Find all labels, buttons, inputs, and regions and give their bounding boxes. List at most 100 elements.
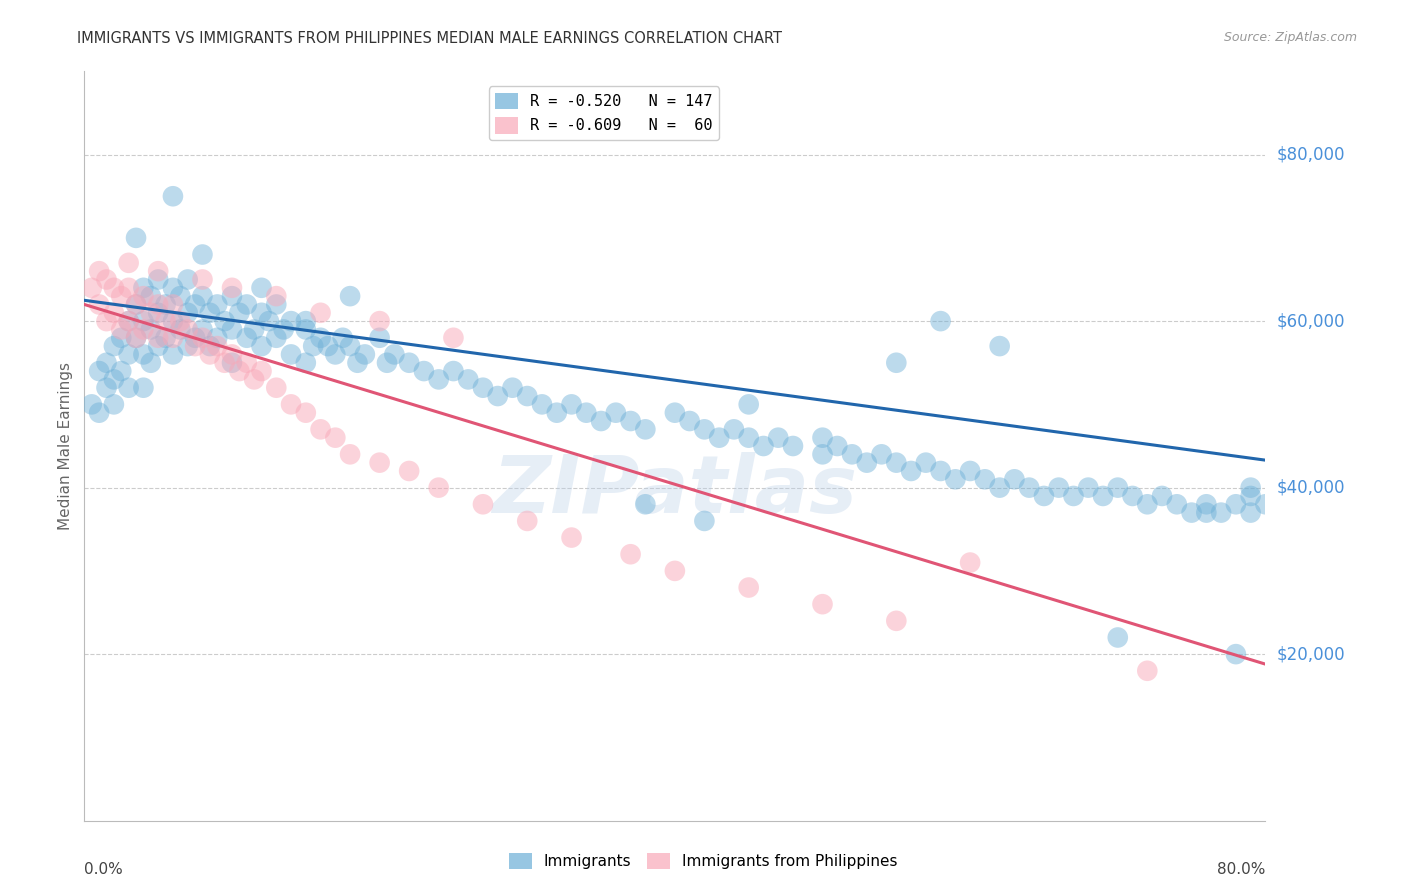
Text: ZIPatlas: ZIPatlas [492, 452, 858, 530]
Point [1181, 506, 1204, 520]
Point [368, 456, 391, 470]
Point [709, 431, 731, 445]
Point [959, 556, 981, 570]
Point [139, 322, 162, 336]
Point [125, 231, 148, 245]
Point [80, 397, 103, 411]
Point [132, 281, 155, 295]
Point [139, 289, 162, 303]
Point [280, 347, 302, 361]
Point [988, 481, 1011, 495]
Point [162, 297, 184, 311]
Point [221, 356, 243, 370]
Point [354, 347, 377, 361]
Point [1195, 497, 1218, 511]
Point [302, 339, 325, 353]
Legend: R = -0.520   N = 147, R = -0.609   N =  60: R = -0.520 N = 147, R = -0.609 N = 60 [489, 87, 718, 140]
Point [96, 272, 118, 286]
Point [191, 331, 214, 345]
Point [811, 431, 834, 445]
Point [118, 314, 141, 328]
Point [870, 447, 893, 461]
Point [309, 306, 332, 320]
Point [634, 422, 657, 436]
Point [266, 297, 288, 311]
Point [221, 347, 243, 361]
Point [198, 306, 221, 320]
Point [1225, 497, 1247, 511]
Point [346, 356, 368, 370]
Point [1018, 481, 1040, 495]
Point [118, 256, 141, 270]
Point [811, 597, 834, 611]
Point [250, 364, 273, 378]
Point [198, 339, 221, 353]
Point [1122, 489, 1144, 503]
Point [169, 314, 191, 328]
Point [827, 439, 849, 453]
Point [250, 339, 273, 353]
Point [427, 481, 450, 495]
Point [841, 447, 863, 461]
Point [96, 381, 118, 395]
Point [382, 347, 406, 361]
Text: $20,000: $20,000 [1277, 645, 1346, 663]
Point [184, 339, 207, 353]
Point [169, 322, 191, 336]
Point [148, 339, 170, 353]
Point [139, 356, 162, 370]
Point [427, 372, 450, 386]
Point [915, 456, 938, 470]
Text: $40,000: $40,000 [1277, 479, 1346, 497]
Point [132, 322, 155, 336]
Point [339, 447, 361, 461]
Point [257, 314, 280, 328]
Text: 0.0%: 0.0% [84, 862, 124, 877]
Point [110, 364, 132, 378]
Point [443, 364, 465, 378]
Point [1150, 489, 1173, 503]
Point [236, 297, 259, 311]
Point [184, 331, 207, 345]
Point [1136, 497, 1159, 511]
Point [398, 356, 420, 370]
Point [243, 372, 266, 386]
Point [191, 322, 214, 336]
Point [177, 322, 200, 336]
Point [191, 289, 214, 303]
Point [368, 331, 391, 345]
Point [207, 297, 229, 311]
Point [443, 331, 465, 345]
Point [266, 381, 288, 395]
Point [664, 564, 686, 578]
Point [162, 331, 184, 345]
Point [87, 364, 111, 378]
Point [1240, 506, 1263, 520]
Point [250, 281, 273, 295]
Point [516, 514, 538, 528]
Point [309, 331, 332, 345]
Point [856, 456, 879, 470]
Point [1063, 489, 1085, 503]
Point [531, 397, 554, 411]
Point [316, 339, 339, 353]
Point [929, 464, 952, 478]
Point [738, 397, 761, 411]
Point [1033, 489, 1056, 503]
Point [87, 406, 111, 420]
Point [1077, 481, 1099, 495]
Point [110, 322, 132, 336]
Text: Source: ZipAtlas.com: Source: ZipAtlas.com [1223, 31, 1357, 45]
Point [768, 431, 790, 445]
Point [221, 281, 243, 295]
Point [295, 322, 318, 336]
Point [266, 289, 288, 303]
Point [148, 331, 170, 345]
Point [96, 356, 118, 370]
Point [125, 331, 148, 345]
Point [207, 339, 229, 353]
Point [325, 347, 347, 361]
Point [325, 431, 347, 445]
Point [132, 314, 155, 328]
Point [177, 306, 200, 320]
